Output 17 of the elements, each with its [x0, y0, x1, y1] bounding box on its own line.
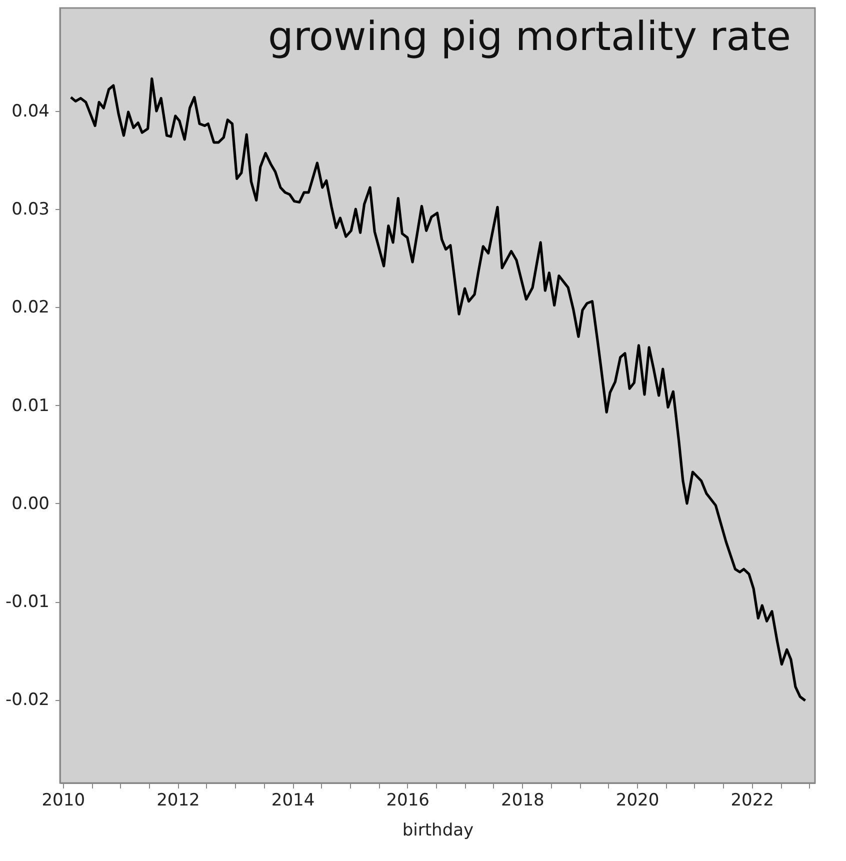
- x-tick-label: 2012: [156, 790, 200, 810]
- x-axis-title: birthday: [402, 820, 474, 840]
- x-tick-label: 2010: [42, 790, 86, 810]
- x-tick-label: 2020: [616, 790, 660, 810]
- y-tick-label: 0.01: [12, 396, 50, 416]
- y-tick-label: 0.02: [12, 298, 50, 318]
- x-tick-label: 2014: [271, 790, 315, 810]
- y-tick-label: 0.00: [12, 494, 50, 514]
- y-tick-label: -0.02: [6, 690, 50, 710]
- y-tick-label: 0.03: [12, 200, 50, 220]
- x-tick-label: 2016: [386, 790, 430, 810]
- x-tick-label: 2018: [501, 790, 544, 810]
- y-tick-label: 0.04: [12, 102, 50, 122]
- y-tick-label: -0.01: [6, 592, 50, 612]
- x-tick-label: 2022: [730, 790, 774, 810]
- chart-title: growing pig mortality rate: [268, 14, 791, 60]
- line-series: [70, 77, 807, 702]
